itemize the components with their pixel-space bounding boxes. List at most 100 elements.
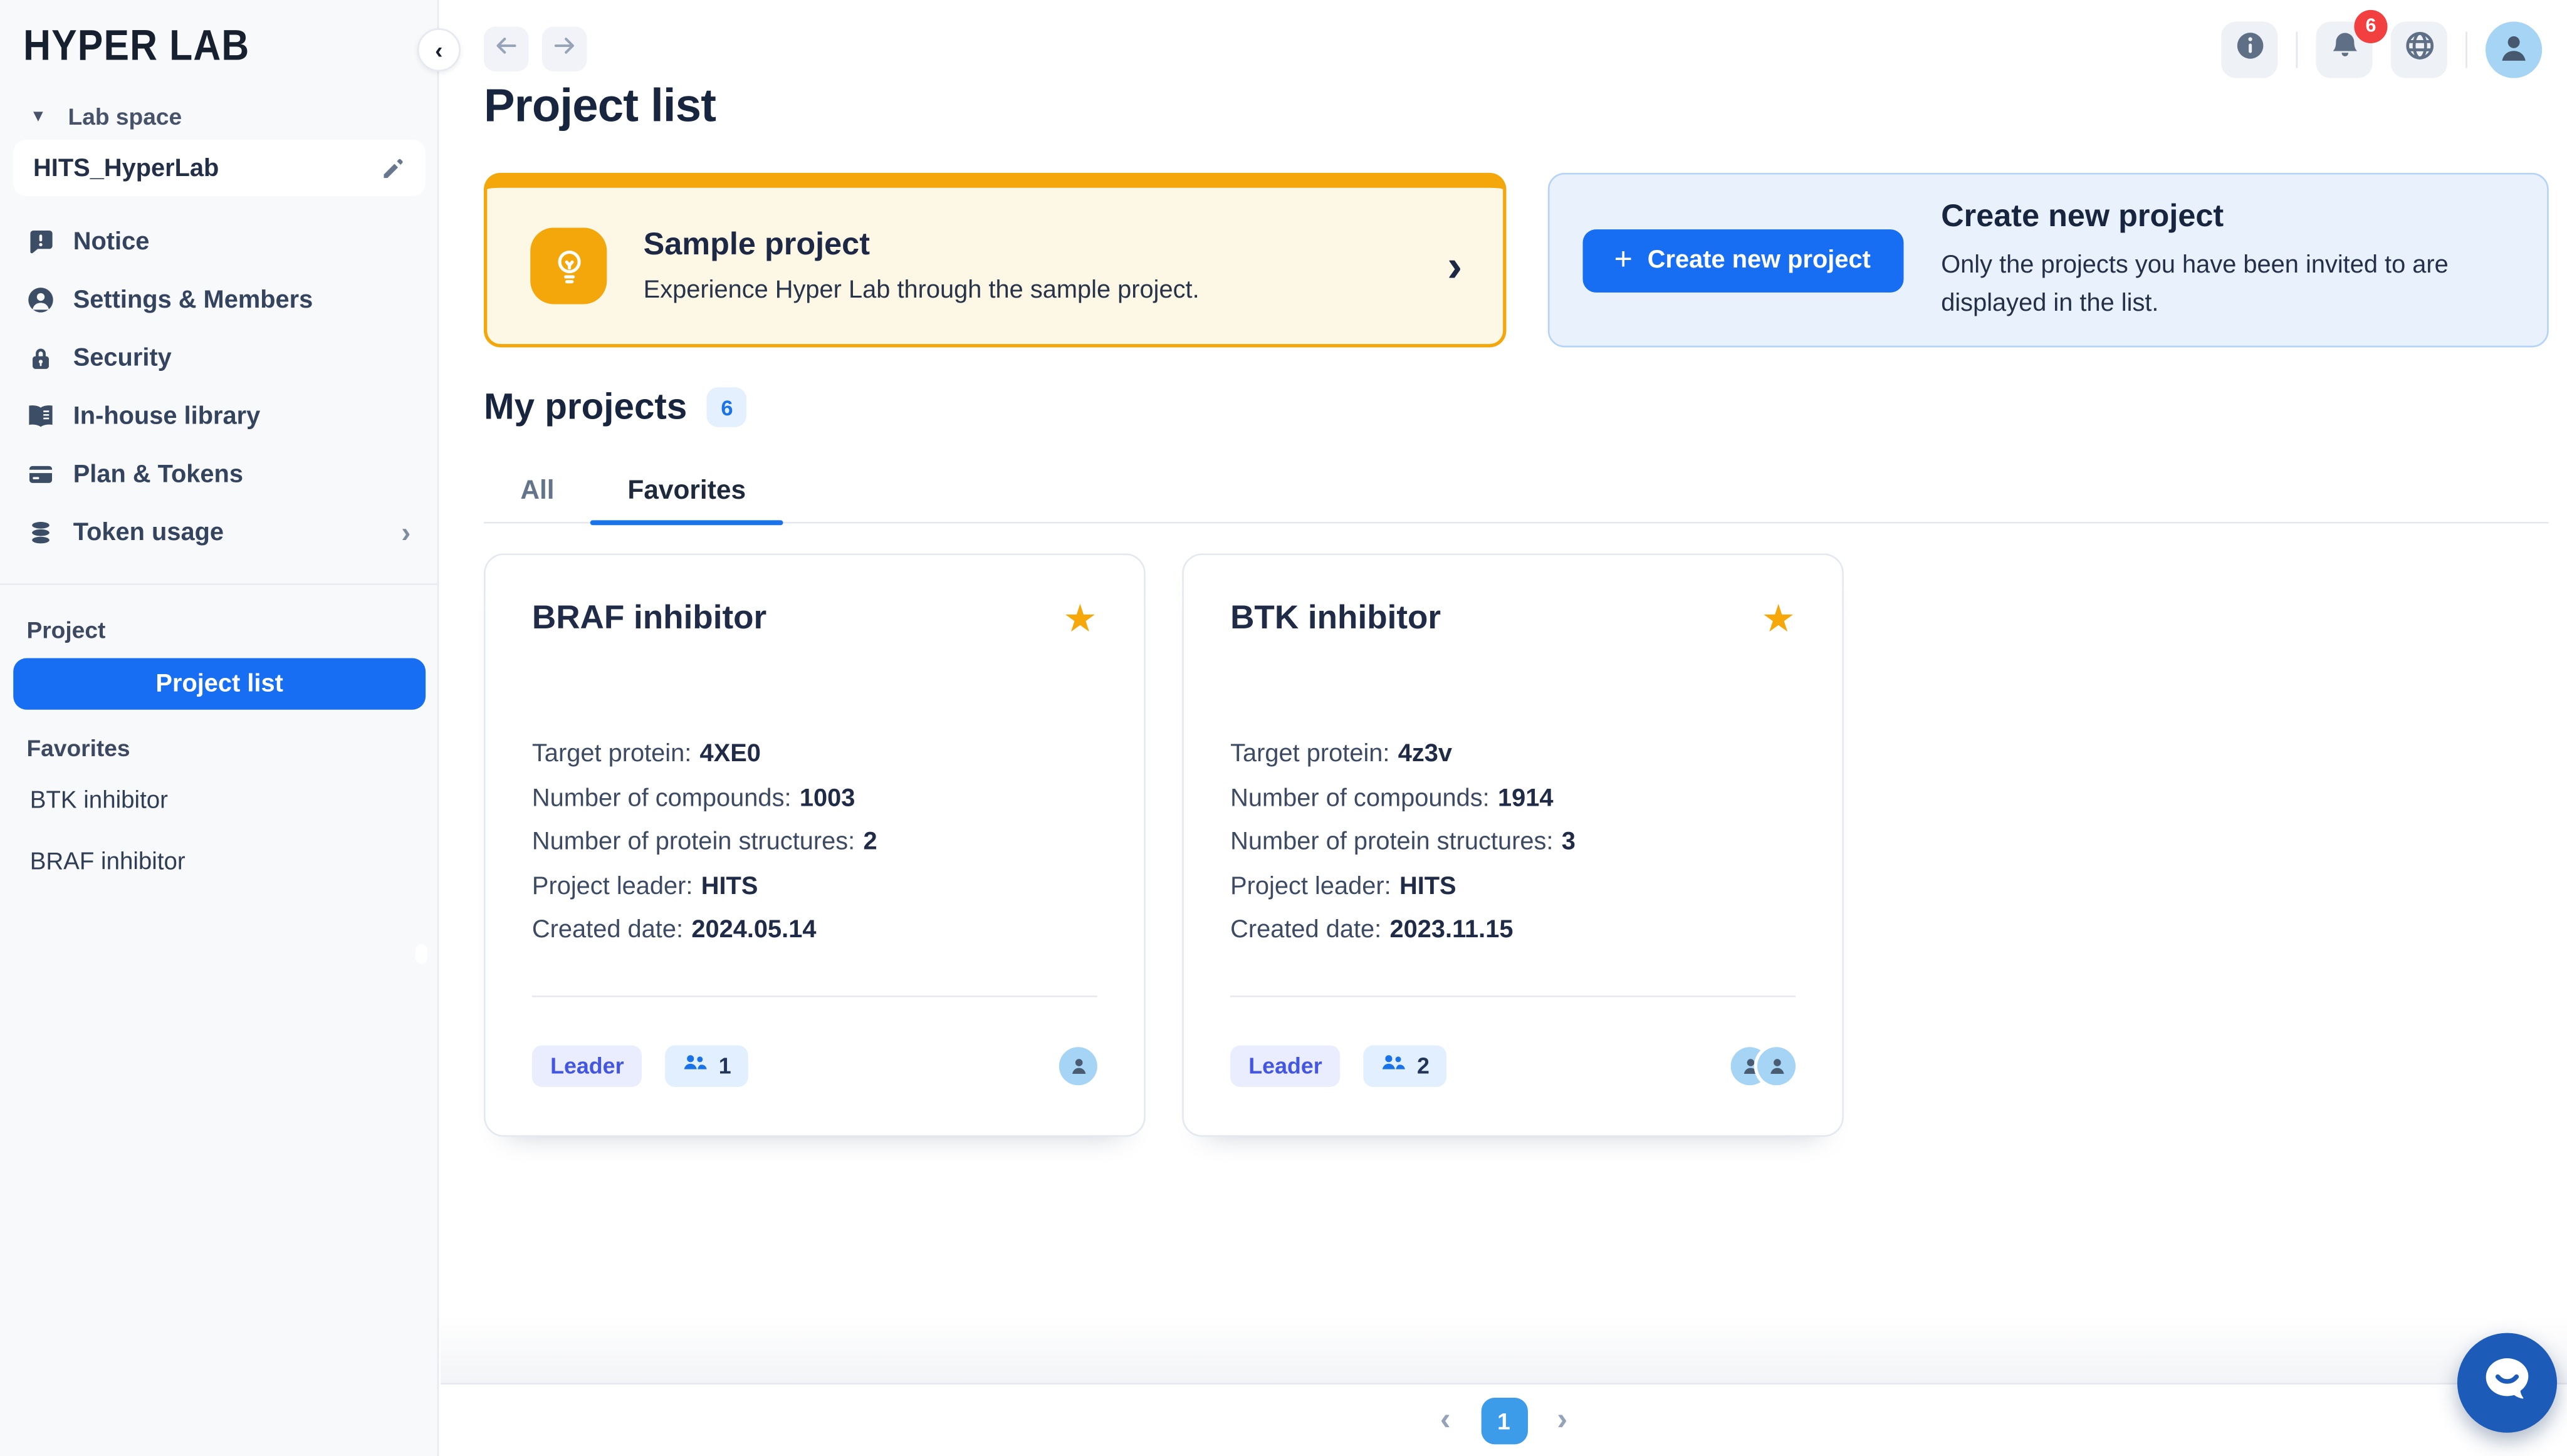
- create-new-project-button[interactable]: + Create new project: [1582, 228, 1903, 292]
- tab-all[interactable]: All: [520, 477, 555, 506]
- sidebar-divider: [0, 583, 437, 585]
- globe-icon: [2403, 30, 2435, 70]
- sidebar-item-label: Settings & Members: [73, 286, 313, 315]
- sidebar-item-label: Plan & Tokens: [73, 460, 243, 489]
- card-divider: [1230, 995, 1796, 997]
- pagination-next-icon[interactable]: ›: [1557, 1401, 1568, 1437]
- history-nav: [483, 26, 587, 72]
- people-icon: [682, 1049, 708, 1084]
- projects-tabs: All Favorites: [483, 462, 2549, 526]
- project-field: Target protein: 4z3v: [1230, 739, 1453, 768]
- header-divider: [2296, 31, 2298, 68]
- sample-project-card[interactable]: Sample project Experience Hyper Lab thro…: [483, 172, 1506, 348]
- pagination-prev-icon[interactable]: ‹: [1440, 1401, 1451, 1437]
- create-card-description: Only the projects you have been invited …: [1941, 250, 2449, 317]
- member-avatars: [1059, 1047, 1097, 1086]
- project-card-footer: Leader 1: [531, 1045, 1097, 1087]
- sample-card-description: Experience Hyper Lab through the sample …: [643, 276, 1200, 304]
- pagination-bar: ‹ 1 ›: [441, 1383, 2567, 1456]
- sidebar-nav: Notice Settings & Members Security In-ho…: [0, 213, 437, 562]
- projects-grid: BRAF inhibitor ★ Target protein: 4XE0 Num…: [483, 553, 1844, 1137]
- chat-support-button[interactable]: [2457, 1333, 2558, 1433]
- sidebar-scroll-handle[interactable]: [416, 944, 427, 964]
- sidebar-item-notice[interactable]: Notice: [0, 213, 437, 271]
- create-project-card: + Create new project Create new project …: [1547, 172, 2549, 348]
- hyperlab-logo: HYPER LAB: [23, 19, 250, 70]
- project-card-braf-inhibitor[interactable]: BRAF inhibitor ★ Target protein: 4XE0 Num…: [483, 553, 1146, 1137]
- my-projects-header: My projects 6: [484, 385, 747, 429]
- sidebar-item-label: Notice: [73, 227, 150, 256]
- sidebar-collapse-button[interactable]: ‹: [417, 28, 461, 72]
- person-icon: [2496, 28, 2532, 73]
- lab-space-row[interactable]: ▼ Lab space: [30, 103, 182, 129]
- sidebar-item-plan-tokens[interactable]: Plan & Tokens: [0, 445, 437, 504]
- header-actions: 6: [2221, 9, 2543, 78]
- project-field: Created date: 2023.11.15: [1230, 916, 1514, 945]
- favorites-section-label: Favorites: [26, 734, 130, 762]
- project-field: Created date: 2024.05.14: [531, 916, 817, 945]
- my-projects-heading: My projects: [483, 385, 687, 427]
- sidebar-item-security[interactable]: Security: [0, 329, 437, 387]
- create-card-text: Create new project Only the projects you…: [1941, 199, 2514, 321]
- notification-count-badge: 6: [2354, 9, 2388, 43]
- sidebar-item-label: In-house library: [73, 402, 261, 431]
- create-button-label: Create new project: [1647, 246, 1871, 274]
- notifications-button[interactable]: 6: [2316, 9, 2388, 78]
- role-badge: Leader: [1230, 1045, 1341, 1087]
- workspace-card[interactable]: HITS_HyperLab: [13, 139, 426, 197]
- member-avatars: [1730, 1047, 1796, 1086]
- header-divider: [2465, 31, 2467, 68]
- sidebar-favorite-btk-inhibitor[interactable]: BTK inhibitor: [29, 788, 168, 814]
- token-usage-icon: [26, 519, 55, 547]
- user-avatar[interactable]: [2486, 21, 2543, 78]
- tab-favorites[interactable]: Favorites: [590, 462, 783, 526]
- forward-button[interactable]: [541, 26, 587, 72]
- lab-space-label: Lab space: [68, 103, 182, 130]
- member-avatar: [1059, 1047, 1097, 1086]
- plus-icon: +: [1614, 242, 1633, 278]
- sidebar-item-settings-members[interactable]: Settings & Members: [0, 271, 437, 329]
- project-field: Number of compounds: 1914: [1230, 784, 1554, 813]
- sidebar-favorite-braf-inhibitor[interactable]: BRAF inhibitor: [29, 849, 186, 876]
- lock-icon: [26, 344, 55, 372]
- member-count: 1: [718, 1053, 731, 1079]
- arrow-left-icon: [492, 31, 520, 67]
- workspace-name: HITS_HyperLab: [33, 153, 219, 182]
- arrow-right-icon: [550, 31, 578, 67]
- top-cards-row: Sample project Experience Hyper Lab thro…: [483, 172, 2549, 348]
- sample-card-text: Sample project Experience Hyper Lab thro…: [644, 227, 1200, 304]
- project-section-label: Project: [26, 616, 106, 643]
- project-field: Project leader: HITS: [531, 872, 758, 901]
- create-card-title: Create new project: [1941, 199, 2224, 234]
- project-field: Number of compounds: 1003: [531, 784, 855, 813]
- favorite-star-icon[interactable]: ★: [1063, 596, 1097, 640]
- member-count-badge: 2: [1364, 1045, 1446, 1087]
- member-avatar: [1757, 1047, 1796, 1086]
- project-fields: Target protein: 4XE0 Number of compounds:…: [532, 733, 1097, 954]
- sidebar-item-project-list[interactable]: Project list: [13, 658, 426, 710]
- my-projects-count-badge: 6: [707, 387, 747, 427]
- project-name: BTK inhibitor: [1230, 600, 1441, 637]
- info-icon: [2234, 30, 2265, 70]
- sidebar-item-token-usage[interactable]: Token usage ›: [0, 504, 437, 562]
- card-divider: [531, 995, 1097, 997]
- sidebar-item-label: Token usage: [73, 518, 224, 547]
- back-button[interactable]: [483, 26, 529, 72]
- main-content: 6 Project list Sample project: [441, 0, 2567, 1456]
- language-button[interactable]: [2390, 21, 2447, 78]
- project-card-btk-inhibitor[interactable]: BTK inhibitor ★ Target protein: 4z3v Numb…: [1182, 553, 1844, 1137]
- sidebar-item-inhouse-library[interactable]: In-house library: [0, 387, 437, 445]
- notice-icon: [26, 227, 55, 256]
- project-field: Target protein: 4XE0: [531, 739, 761, 768]
- bell-icon: [2328, 30, 2360, 70]
- pagination-page-1[interactable]: 1: [1480, 1396, 1527, 1444]
- lightbulb-icon: [530, 227, 607, 304]
- content-bottom-fade: [441, 1316, 2567, 1383]
- chevron-right-icon[interactable]: ›: [1447, 240, 1463, 290]
- edit-pencil-icon[interactable]: [381, 155, 406, 180]
- favorite-star-icon[interactable]: ★: [1761, 596, 1796, 640]
- members-icon: [26, 286, 55, 314]
- info-button[interactable]: [2221, 21, 2278, 78]
- sample-card-title: Sample project: [643, 227, 870, 263]
